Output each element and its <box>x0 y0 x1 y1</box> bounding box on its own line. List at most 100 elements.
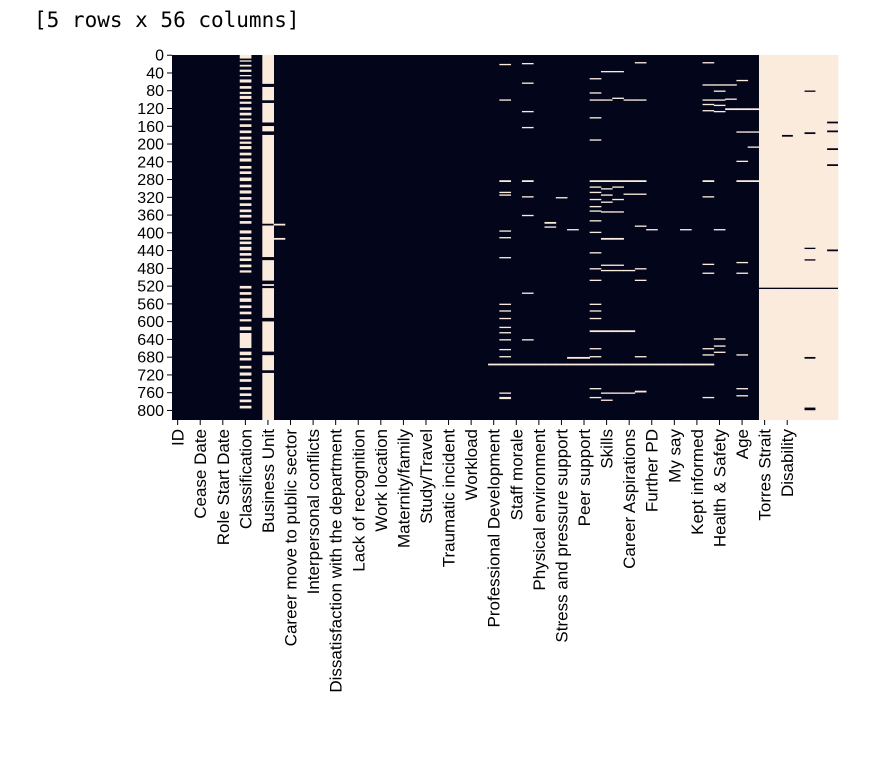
missing-cell <box>634 363 647 366</box>
x-tick-label: Workload <box>462 429 481 501</box>
missing-cell <box>262 321 274 352</box>
missing-cell <box>713 345 726 347</box>
missing-cell <box>589 139 602 141</box>
missing-cell <box>239 270 252 273</box>
missing-cell <box>499 339 512 341</box>
missing-cell <box>239 372 252 376</box>
missing-cell <box>589 198 602 201</box>
missing-cell <box>589 231 602 234</box>
missing-cell <box>612 237 624 240</box>
missing-cell <box>747 108 760 111</box>
missing-cell <box>781 55 794 135</box>
missing-cell <box>646 229 658 231</box>
missing-cell <box>239 253 252 256</box>
missing-cell <box>544 221 557 224</box>
missing-cell <box>521 62 534 65</box>
missing-cell <box>725 108 737 111</box>
x-tick-label: Age <box>733 429 752 459</box>
x-tick-label: Physical environment <box>530 429 549 591</box>
x-tick-label: Work location <box>372 429 391 532</box>
missing-cell <box>804 260 816 288</box>
y-tick-label: 320 <box>137 190 164 207</box>
missing-cell <box>239 55 252 59</box>
missing-cell <box>262 126 274 132</box>
missing-cell <box>499 317 512 320</box>
missing-cell <box>589 330 602 333</box>
missing-cell <box>781 289 794 420</box>
missing-cell <box>612 269 624 272</box>
missing-cell <box>634 225 647 227</box>
missing-cell <box>589 99 602 101</box>
missing-cell <box>679 229 692 231</box>
missing-cell <box>578 356 591 359</box>
missing-cell <box>521 214 534 217</box>
missing-cell <box>612 392 624 394</box>
missing-cell <box>623 363 636 366</box>
missing-cell <box>589 117 602 119</box>
missing-cell <box>488 363 500 366</box>
missing-cell <box>668 363 681 366</box>
missing-cell <box>239 405 252 409</box>
x-tick-label: Lack of recognition <box>349 429 368 572</box>
missing-cell <box>747 146 760 148</box>
missing-cell <box>239 393 252 397</box>
missing-cell <box>262 372 274 420</box>
missing-cell <box>589 220 602 222</box>
missing-cell <box>239 86 252 89</box>
missing-cell <box>815 55 828 288</box>
x-tick-label: Further PD <box>643 429 662 512</box>
y-tick-label: 440 <box>137 243 164 260</box>
x-tick-label: Dissatisfaction with the department <box>327 429 346 693</box>
missing-cell <box>499 396 512 400</box>
missing-cell <box>702 196 715 198</box>
missing-cell <box>273 223 286 226</box>
missing-cell <box>499 99 512 101</box>
y-tick-label: 280 <box>137 172 164 189</box>
y-tick-label: 360 <box>137 208 164 225</box>
missing-cell <box>555 363 568 366</box>
x-tick-label: Stress and pressure support <box>552 429 571 643</box>
x-tick-label: Cease Date <box>191 429 210 519</box>
missing-cell <box>262 55 274 84</box>
missing-cell <box>736 160 749 163</box>
missing-cell <box>239 166 252 169</box>
missing-cell <box>725 98 737 100</box>
missing-cell <box>634 193 647 195</box>
missing-cell <box>499 191 512 194</box>
x-tick-label: Career Aspirations <box>620 429 639 569</box>
output-text: [5 rows x 56 columns] <box>34 8 300 32</box>
missing-cell <box>758 55 771 288</box>
missing-cell <box>239 305 252 309</box>
x-tick-label: Classification <box>236 429 255 529</box>
missing-cell <box>600 180 613 182</box>
missing-cell <box>792 289 805 420</box>
missing-cell <box>578 363 591 366</box>
missing-cell <box>702 180 715 182</box>
y-tick-label: 120 <box>137 101 164 118</box>
y-tick-label: 760 <box>137 385 164 402</box>
x-tick-label: Peer support <box>575 429 594 527</box>
missing-cell <box>239 60 252 62</box>
missing-cell <box>736 131 749 133</box>
missing-cell <box>239 64 252 67</box>
missing-cell <box>239 319 252 322</box>
missing-cell <box>600 188 613 190</box>
missing-cell <box>600 330 613 333</box>
x-tick-label: Skills <box>598 429 617 469</box>
y-axis: 0408012016020024028032036040044048052056… <box>137 48 172 420</box>
missing-cell <box>612 70 624 73</box>
missing-cell <box>770 55 782 288</box>
missing-cell <box>239 141 252 144</box>
missing-cell <box>521 292 534 294</box>
y-tick-label: 800 <box>137 403 164 420</box>
missing-cell <box>239 399 252 403</box>
missing-cell <box>239 326 252 331</box>
missing-cell <box>239 107 252 111</box>
missing-cell <box>239 197 252 200</box>
y-tick-label: 600 <box>137 314 164 331</box>
missing-cell <box>736 108 749 111</box>
x-tick-label: Professional Development <box>485 429 504 628</box>
missing-cell <box>589 356 602 358</box>
missing-cell <box>499 332 512 334</box>
missing-cell <box>736 79 749 82</box>
